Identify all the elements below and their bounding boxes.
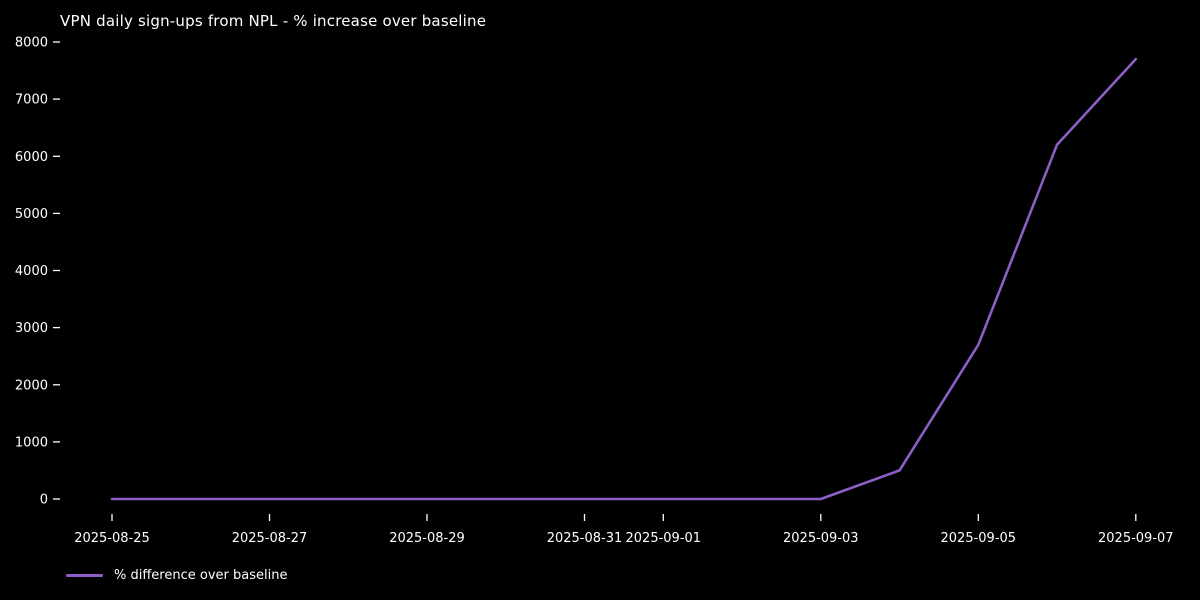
- x-tick-label: 2025-08-29: [389, 531, 465, 546]
- x-tick-label: 2025-09-07: [1098, 531, 1174, 546]
- x-tick-label: 2025-09-01: [626, 531, 702, 546]
- x-tick-label: 2025-08-27: [232, 531, 308, 546]
- y-tick-label: 2000: [15, 378, 48, 393]
- y-tick-label: 6000: [15, 150, 48, 165]
- y-tick-label: 0: [40, 493, 48, 508]
- x-tick-label: 2025-08-31: [547, 531, 623, 546]
- legend-label: % difference over baseline: [114, 567, 288, 583]
- y-tick-label: 4000: [15, 264, 48, 279]
- x-tick-label: 2025-09-03: [783, 531, 859, 546]
- y-tick-label: 5000: [15, 207, 48, 222]
- y-tick-label: 3000: [15, 321, 48, 336]
- legend-line-swatch: [66, 573, 103, 577]
- series-line: [110, 57, 1138, 501]
- y-tick-label: 8000: [15, 36, 48, 51]
- y-tick-label: 7000: [15, 93, 48, 108]
- legend: % difference over baseline: [66, 566, 287, 584]
- y-tick-label: 1000: [15, 435, 48, 450]
- x-tick-label: 2025-09-05: [941, 531, 1017, 546]
- x-tick-label: 2025-08-25: [74, 531, 150, 546]
- chart-title: VPN daily sign-ups from NPL - % increase…: [60, 12, 487, 30]
